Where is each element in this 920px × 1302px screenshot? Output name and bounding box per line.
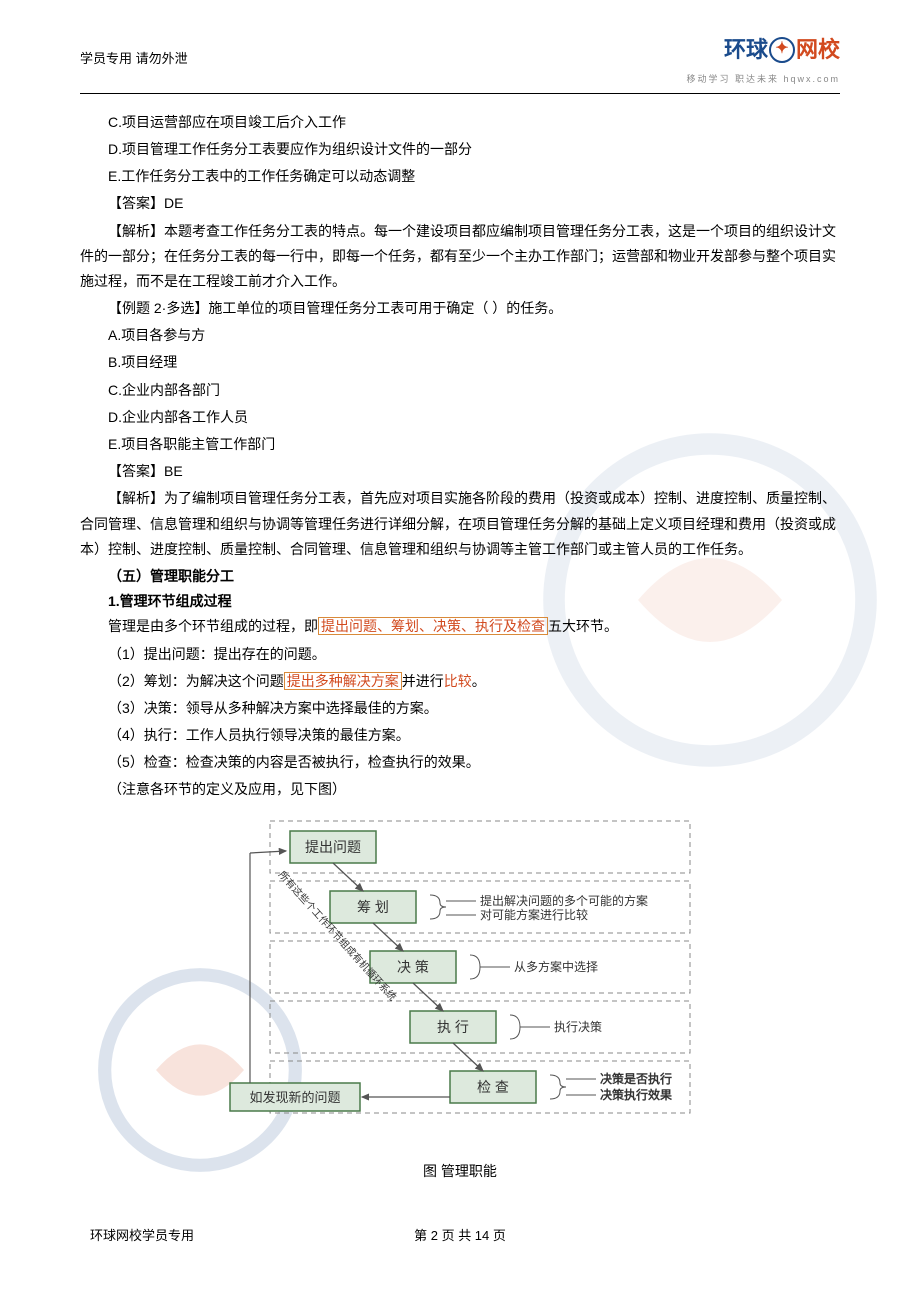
svg-text:提出解决问题的多个可能的方案: 提出解决问题的多个可能的方案	[480, 893, 648, 908]
step2-pre: （2）筹划：为解决这个问题	[108, 673, 284, 689]
body-line: 【答案】BE	[80, 459, 840, 484]
step2-mid: 并进行	[402, 673, 444, 689]
flowchart-diagram: 提出问题 筹 划 决 策 执 行 检 查 如发现新的问题 所有这些个工作环节组成…	[80, 813, 840, 1153]
body-line: 【例题 2·多选】施工单位的项目管理任务分工表可用于确定（ ）的任务。	[80, 296, 840, 321]
logo-text-part2: 网校	[796, 30, 840, 70]
body-line: 【解析】为了编制项目管理任务分工表，首先应对项目实施各阶段的费用（投资或成本）控…	[80, 486, 840, 562]
footer-left: 环球网校学员专用	[90, 1224, 194, 1247]
svg-text:提出问题: 提出问题	[305, 839, 361, 855]
step-2: （2）筹划：为解决这个问题提出多种解决方案并进行比较。	[80, 669, 840, 694]
subsection-1-title: 1.管理环节组成过程	[80, 589, 840, 614]
body-line: B.项目经理	[80, 350, 840, 375]
body-line: E.工作任务分工表中的工作任务确定可以动态调整	[80, 164, 840, 189]
page-footer: 环球网校学员专用 第 2 页 共 14 页	[80, 1224, 840, 1247]
svg-text:执行决策: 执行决策	[554, 1020, 602, 1034]
body-line: E.项目各职能主管工作部门	[80, 432, 840, 457]
svg-text:执 行: 执 行	[437, 1019, 469, 1035]
logo-subtitle: 移动学习 职达未来 hqwx.com	[686, 71, 840, 87]
body-line: C.企业内部各部门	[80, 378, 840, 403]
svg-text:如发现新的问题: 如发现新的问题	[249, 1090, 340, 1105]
svg-text:从多方案中选择: 从多方案中选择	[514, 959, 598, 974]
step-line: （注意各环节的定义及应用，见下图）	[80, 777, 840, 802]
svg-text:筹 划: 筹 划	[357, 899, 389, 915]
header-logo: 环球 ✦ 网校 移动学习 职达未来 hqwx.com	[686, 30, 840, 87]
step-1: （1）提出问题：提出存在的问题。	[80, 642, 840, 667]
step2-highlight-2: 比较	[444, 673, 472, 689]
mgmt-intro-pre: 管理是由多个环节组成的过程，即	[108, 618, 318, 634]
mgmt-intro-highlight: 提出问题、筹划、决策、执行及检查	[318, 617, 548, 635]
section-5-title: （五）管理职能分工	[80, 564, 840, 589]
svg-text:决策执行效果: 决策执行效果	[600, 1087, 672, 1102]
mgmt-intro: 管理是由多个环节组成的过程，即提出问题、筹划、决策、执行及检查五大环节。	[80, 614, 840, 639]
body-line: C.项目运营部应在项目竣工后介入工作	[80, 110, 840, 135]
body-line: D.企业内部各工作人员	[80, 405, 840, 430]
body-line: A.项目各参与方	[80, 323, 840, 348]
svg-text:对可能方案进行比较: 对可能方案进行比较	[480, 907, 588, 922]
body-line: D.项目管理工作任务分工表要应作为组织设计文件的一部分	[80, 137, 840, 162]
steps-after: （3）决策：领导从多种解决方案中选择最佳的方案。（4）执行：工作人员执行领导决策…	[80, 696, 840, 803]
header-left-text: 学员专用 请勿外泄	[80, 47, 188, 70]
svg-text:所有这些个工作环节组成有机循环系统: 所有这些个工作环节组成有机循环系统	[276, 868, 399, 1003]
step2-post: 。	[472, 673, 486, 689]
logo-text-part1: 环球	[724, 30, 768, 70]
step-line: （4）执行：工作人员执行领导决策的最佳方案。	[80, 723, 840, 748]
step2-highlight-1: 提出多种解决方案	[284, 672, 402, 690]
mgmt-intro-post: 五大环节。	[548, 618, 618, 634]
step-line: （5）检查：检查决策的内容是否被执行，检查执行的效果。	[80, 750, 840, 775]
svg-text:决策是否执行: 决策是否执行	[600, 1071, 672, 1086]
footer-page-number: 第 2 页 共 14 页	[414, 1224, 506, 1247]
body-line: 【答案】DE	[80, 191, 840, 216]
step-line: （3）决策：领导从多种解决方案中选择最佳的方案。	[80, 696, 840, 721]
body-text: C.项目运营部应在项目竣工后介入工作D.项目管理工作任务分工表要应作为组织设计文…	[80, 110, 840, 562]
svg-text:决 策: 决 策	[397, 959, 429, 975]
svg-text:检 查: 检 查	[477, 1079, 509, 1095]
logo-globe-icon: ✦	[769, 37, 795, 63]
page-header: 学员专用 请勿外泄 环球 ✦ 网校 移动学习 职达未来 hqwx.com	[80, 30, 840, 94]
body-line: 【解析】本题考查工作任务分工表的特点。每一个建设项目都应编制项目管理任务分工表，…	[80, 219, 840, 295]
diagram-caption: 图 管理职能	[80, 1159, 840, 1184]
